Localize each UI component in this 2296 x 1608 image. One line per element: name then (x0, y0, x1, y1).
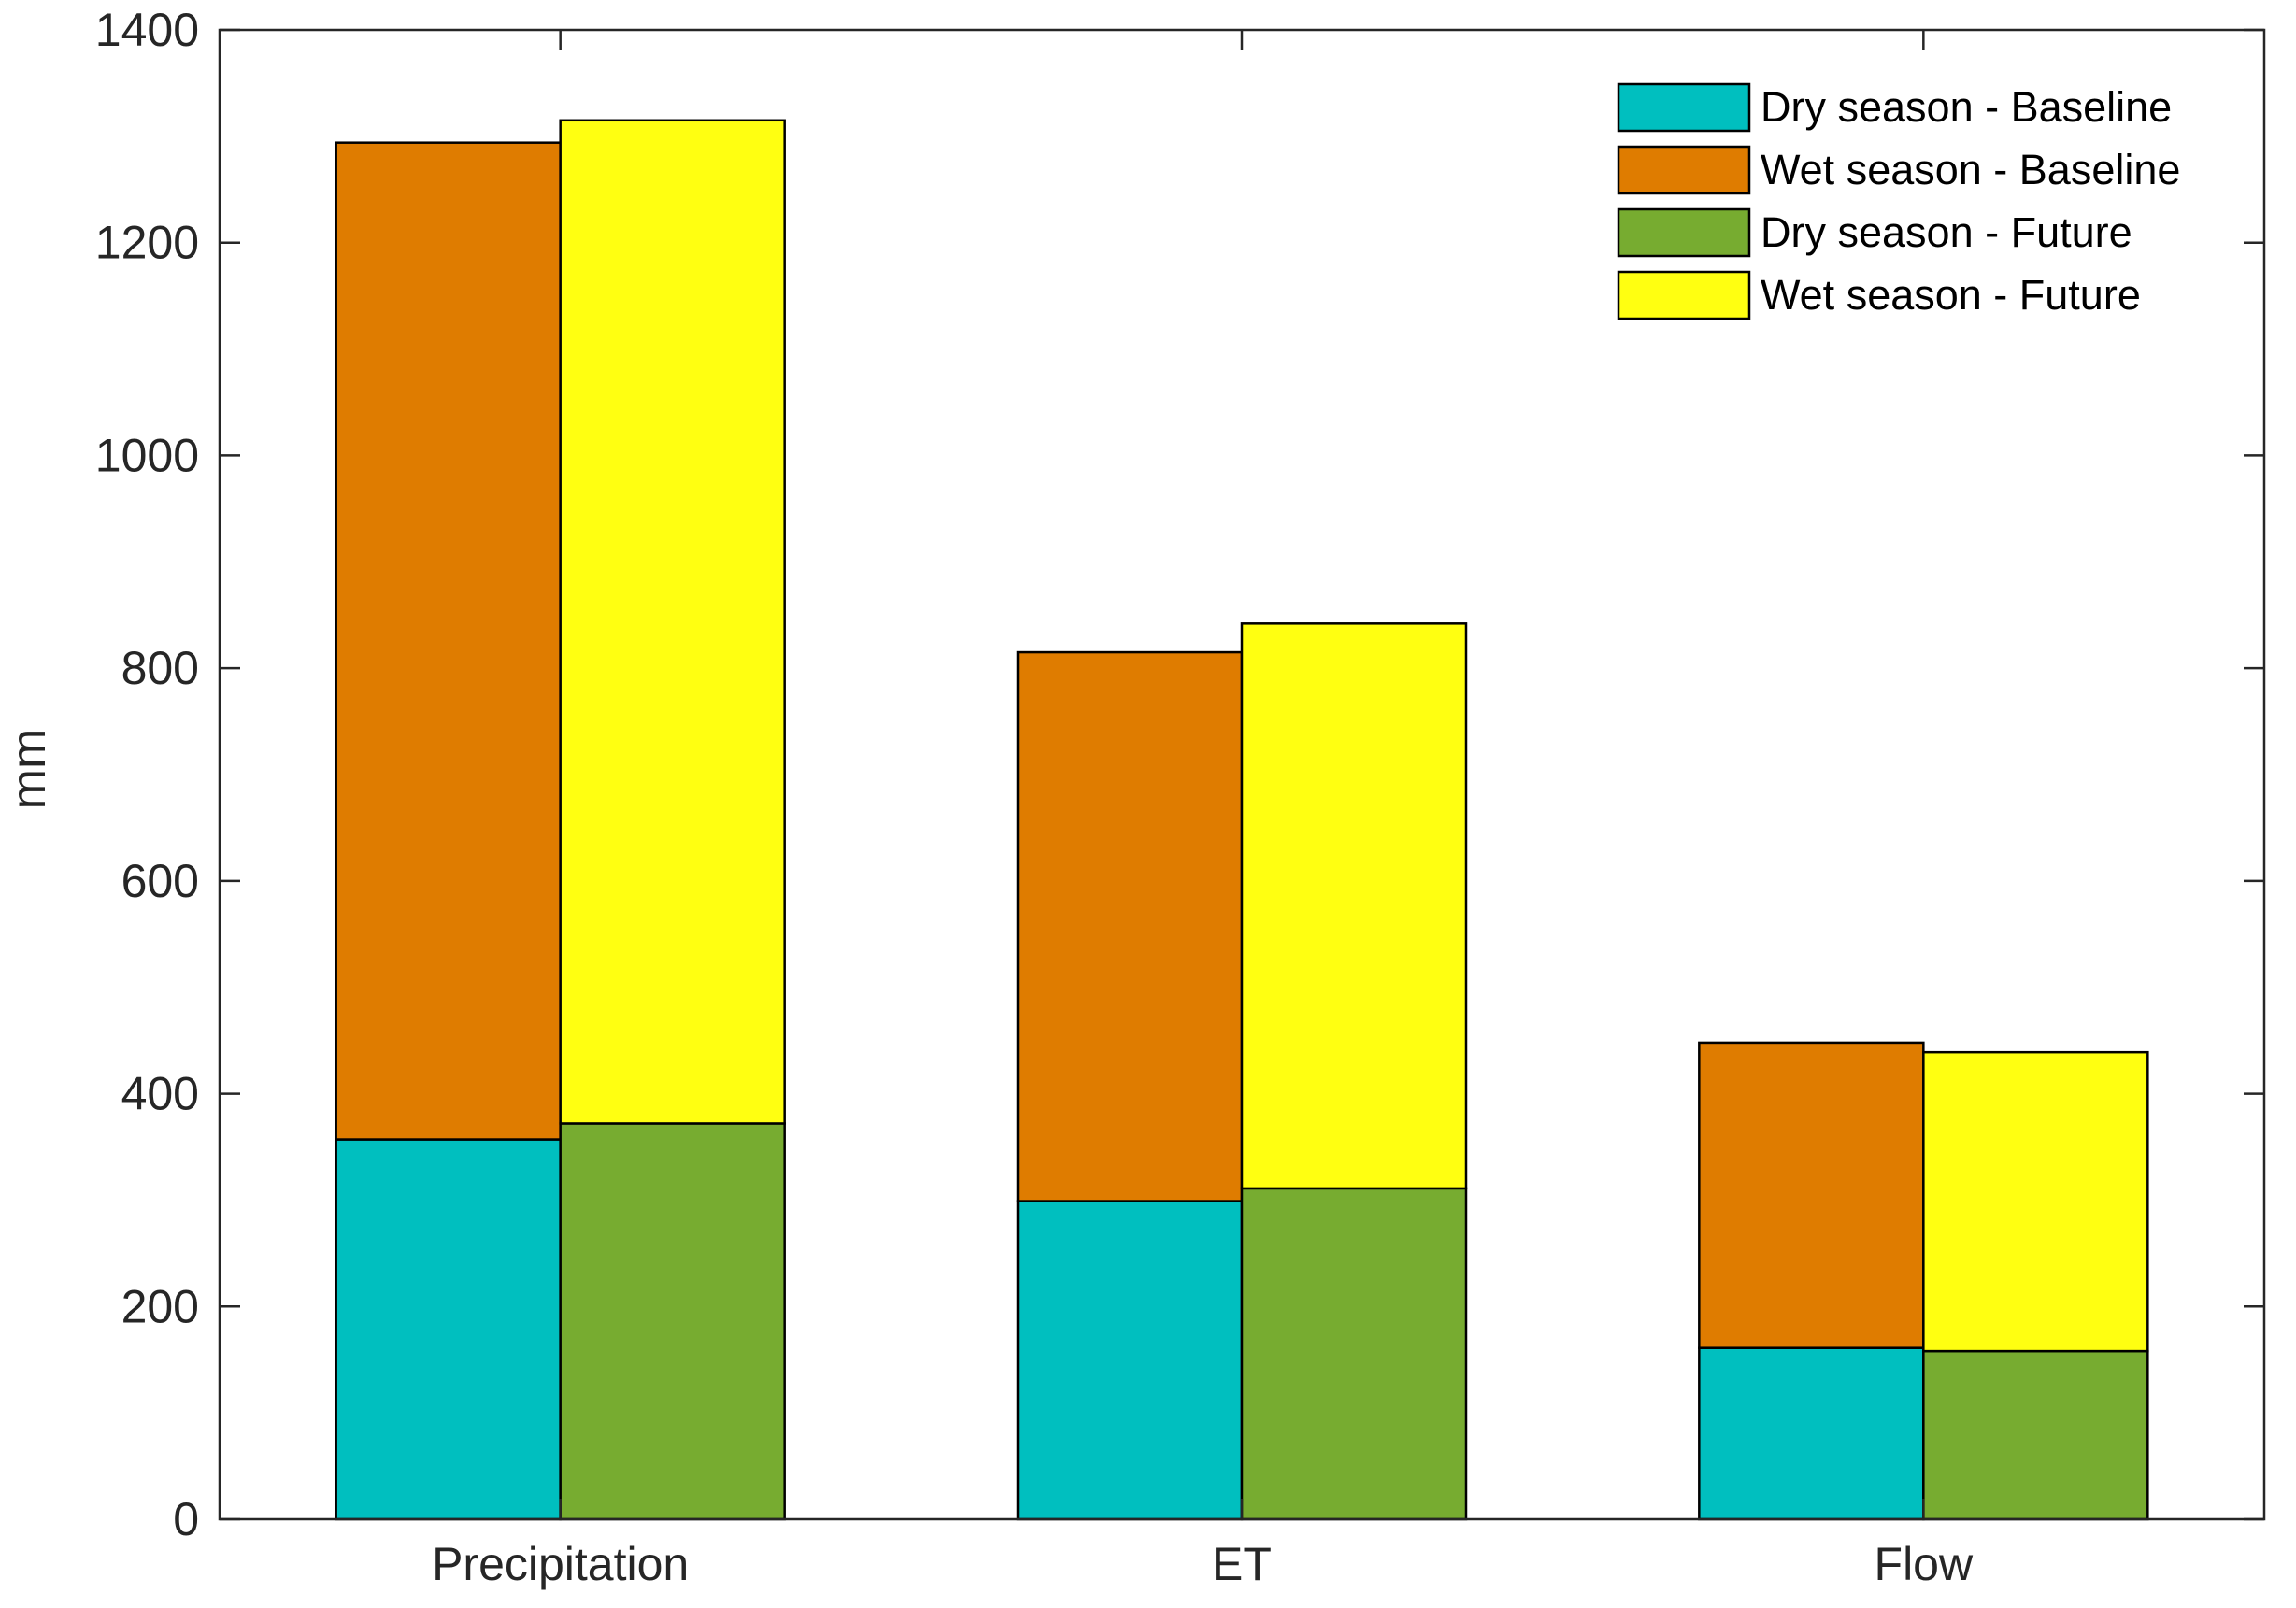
bar-et-wet-season-baseline (1016, 650, 1244, 1202)
y-tick-label: 800 (121, 642, 199, 694)
bar-precipitation-wet-season-future (559, 119, 786, 1125)
bars (335, 119, 2149, 1521)
axes: 0 200 400 600 800 1000 1200 1400 Precipitation ET… (95, 4, 2266, 1590)
y-axis-label: mm (2, 729, 56, 810)
y-tick-label: 200 (121, 1280, 199, 1332)
bar-flow-wet-season-future (1922, 1050, 2149, 1353)
y-tick-label: 400 (121, 1068, 199, 1120)
bar-flow-dry-season-future (1922, 1349, 2149, 1521)
legend-label-wet-season-baseline: Wet season - Baseline (1761, 146, 2180, 193)
legend-swatch-wet-season-baseline (1617, 145, 1751, 195)
bar-precipitation-wet-season-baseline (335, 141, 562, 1141)
legend-swatch-wet-season-future (1617, 270, 1751, 320)
bar-et-wet-season-future (1240, 622, 1468, 1190)
bar-et-dry-season-baseline (1016, 1200, 1244, 1521)
x-tick-label-flow: Flow (1875, 1538, 1974, 1590)
legend-swatch-dry-season-future (1617, 207, 1751, 258)
y-tick-label: 600 (121, 855, 199, 907)
y-tick-label: 1400 (95, 4, 199, 56)
bar-et-dry-season-future (1240, 1187, 1468, 1521)
y-tick-label: 1200 (95, 217, 199, 269)
bar-flow-dry-season-baseline (1698, 1346, 1925, 1521)
legend-label-dry-season-baseline: Dry season - Baseline (1761, 83, 2172, 131)
legend-label-dry-season-future: Dry season - Future (1761, 208, 2132, 256)
bar-precipitation-dry-season-future (559, 1122, 786, 1521)
y-tick-label: 0 (173, 1493, 199, 1545)
legend-label-wet-season-future: Wet season - Future (1761, 271, 2141, 319)
bar-precipitation-dry-season-baseline (335, 1138, 562, 1521)
legend: Dry season - Baseline Wet season - Baseli… (1617, 82, 2180, 320)
x-tick-label-precipitation: Precipitation (432, 1538, 689, 1590)
legend-swatch-dry-season-baseline (1617, 82, 1751, 133)
y-tick-label: 1000 (95, 429, 199, 481)
bar-flow-wet-season-baseline (1698, 1041, 1925, 1349)
x-tick-label-et: ET (1212, 1538, 1272, 1590)
